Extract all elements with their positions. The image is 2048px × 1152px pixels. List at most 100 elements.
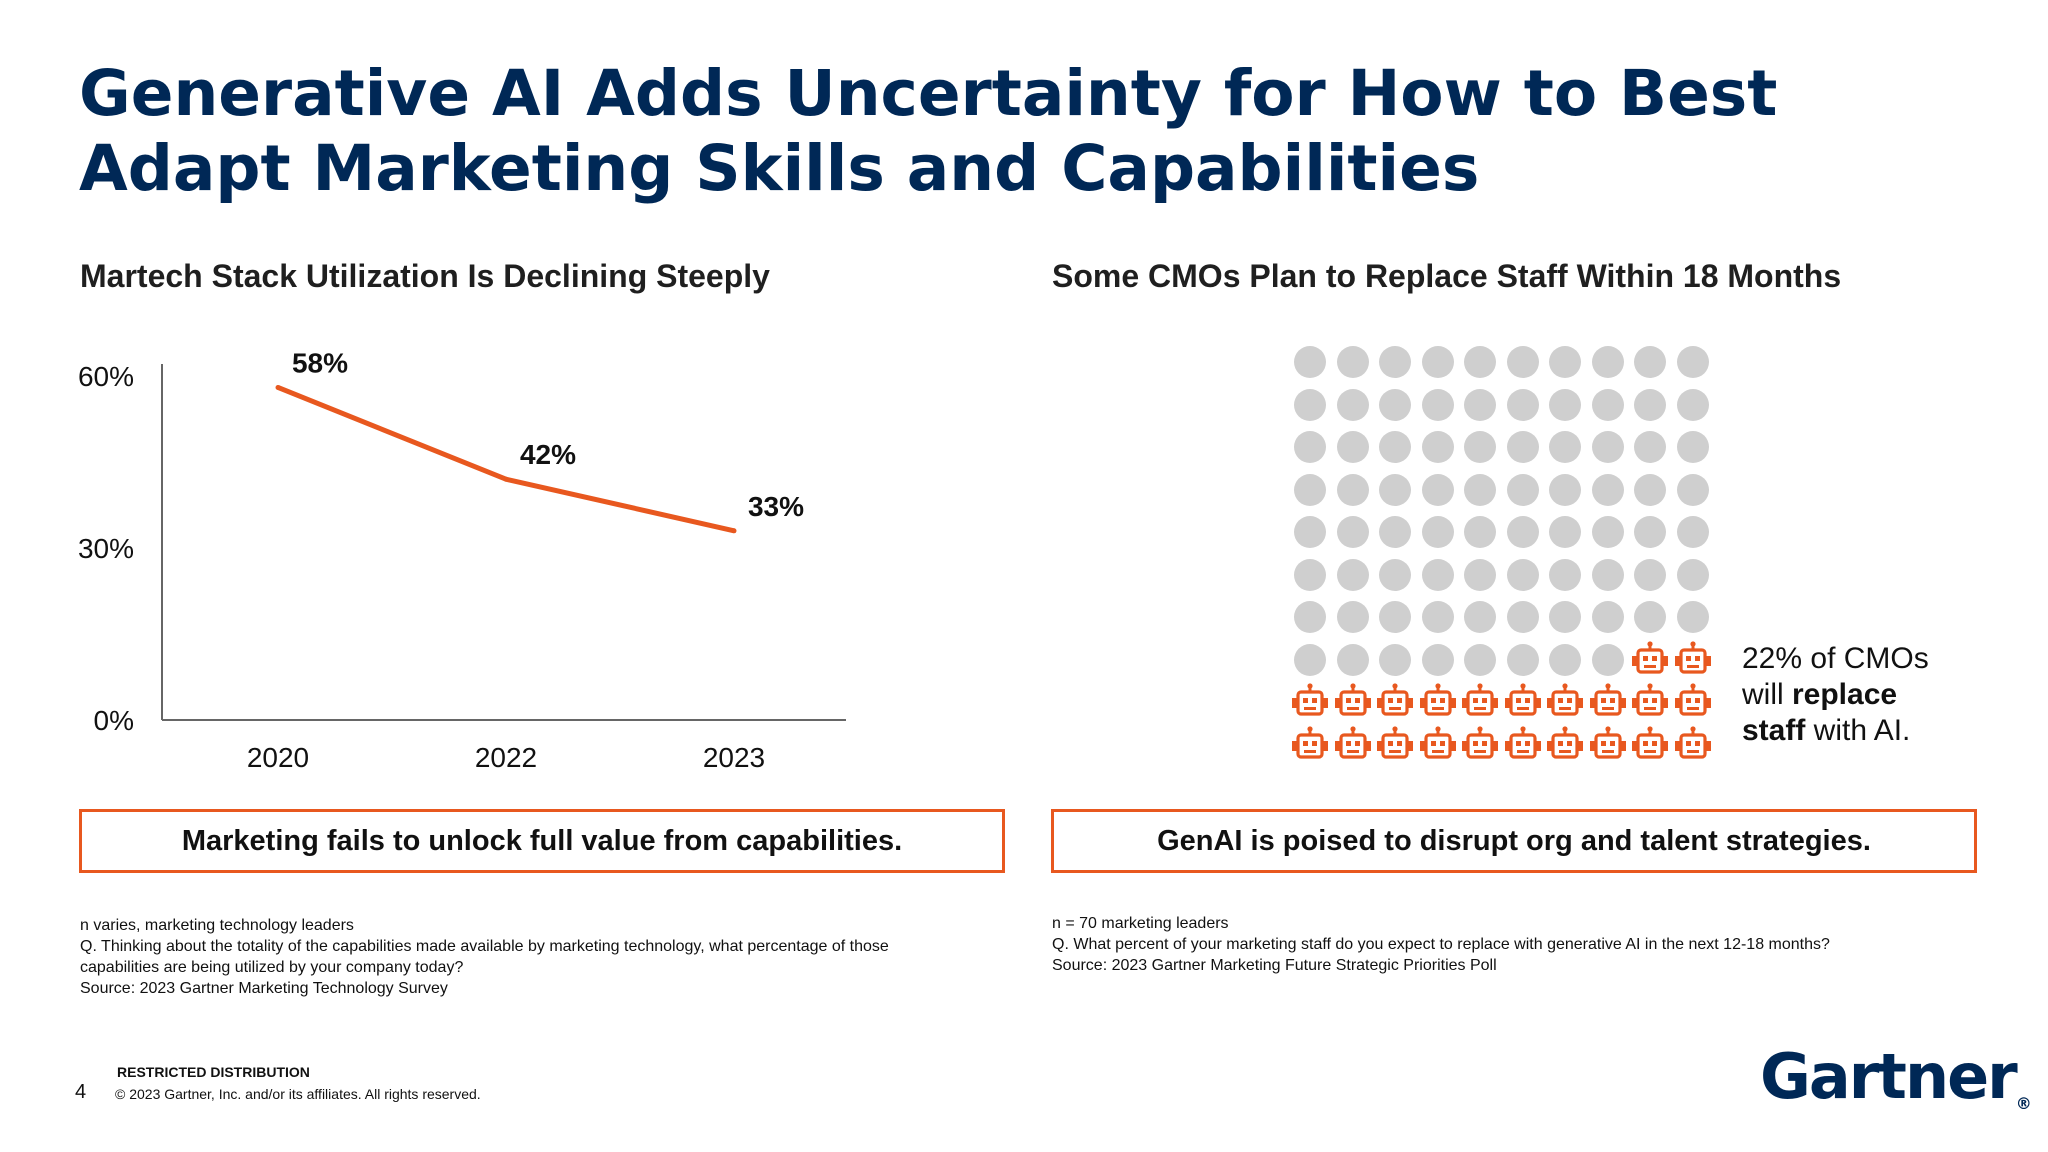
waffle-dot — [1294, 601, 1326, 633]
waffle-dot — [1549, 516, 1581, 548]
waffle-dot — [1591, 601, 1624, 633]
waffle-dot — [1421, 473, 1454, 506]
data-point — [731, 528, 737, 534]
waffle-dot — [1634, 346, 1666, 378]
data-label: 58% — [292, 347, 348, 378]
robot-icon — [1418, 682, 1458, 722]
waffle-dot — [1421, 516, 1454, 548]
robot-icon — [1630, 640, 1670, 680]
chart-labels: 0% 30% 60% 2020 2022 2023 58% 42% 33% — [78, 347, 804, 773]
waffle-dot — [1634, 558, 1666, 591]
robot-icon — [1545, 682, 1585, 722]
waffle-dot — [1336, 516, 1369, 548]
waffle-dot — [1294, 473, 1326, 506]
waffle-dot — [1464, 431, 1496, 463]
waffle-dot — [1294, 516, 1326, 548]
robot-icon — [1673, 682, 1713, 722]
cmo-waffle-chart — [1292, 346, 1734, 766]
waffle-dot — [1464, 388, 1496, 421]
waffle-dot — [1591, 473, 1624, 506]
x-tick-label: 2020 — [247, 742, 309, 773]
waffle-dot — [1506, 558, 1539, 591]
robot-icon — [1630, 725, 1670, 765]
robot-icon — [1588, 682, 1628, 722]
robot-icon — [1588, 725, 1628, 765]
left-panel-subtitle: Martech Stack Utilization Is Declining S… — [80, 258, 770, 294]
right-source-note: n = 70 marketing leaders Q. What percent… — [1052, 913, 1830, 976]
data-point — [503, 476, 509, 482]
waffle-dot — [1506, 346, 1539, 378]
note-line: capabilities are being utilized by your … — [80, 959, 464, 976]
data-point — [275, 384, 281, 390]
waffle-dot — [1336, 431, 1369, 463]
waffle-dot — [1549, 388, 1581, 421]
robot-icon — [1375, 682, 1415, 722]
robot-icon — [1418, 725, 1458, 765]
waffle-dot — [1464, 473, 1496, 506]
waffle-dot — [1421, 431, 1454, 463]
robot-icon — [1630, 682, 1670, 722]
waffle-dot — [1676, 388, 1709, 421]
note-line: Q. What percent of your marketing staff … — [1052, 936, 1830, 953]
copyright-text: © 2023 Gartner, Inc. and/or its affiliat… — [115, 1086, 481, 1102]
waffle-dot — [1379, 558, 1411, 591]
gartner-logo: Gartner® — [1760, 1040, 2032, 1113]
data-label: 42% — [520, 439, 576, 470]
waffle-dot — [1506, 516, 1539, 548]
waffle-dot — [1591, 431, 1624, 463]
chart-series — [275, 384, 737, 534]
data-label: 33% — [748, 491, 804, 522]
waffle-dot — [1506, 388, 1539, 421]
waffle-dot — [1549, 643, 1581, 676]
robot-icon — [1545, 725, 1585, 765]
waffle-dot — [1379, 346, 1411, 378]
utilization-line-chart: 0% 30% 60% 2020 2022 2023 58% 42% 33% — [78, 347, 846, 773]
note-line: n varies, marketing technology leaders — [80, 917, 354, 934]
waffle-dot — [1336, 388, 1369, 421]
page-title: Generative AI Adds Uncertainty for How t… — [79, 56, 1979, 206]
waffle-dot — [1294, 643, 1326, 676]
waffle-dot — [1294, 431, 1326, 463]
page-number: 4 — [75, 1081, 87, 1103]
x-tick-label: 2022 — [475, 742, 537, 773]
robot-icon — [1503, 725, 1543, 765]
waffle-dot — [1634, 473, 1666, 506]
left-source-note: n varies, marketing technology leaders Q… — [80, 915, 889, 999]
waffle-dot — [1591, 643, 1624, 676]
waffle-dot — [1464, 558, 1496, 591]
waffle-dot — [1379, 388, 1411, 421]
waffle-dot — [1421, 346, 1454, 378]
waffle-dot — [1591, 516, 1624, 548]
waffle-dot — [1464, 601, 1496, 633]
waffle-dot — [1634, 601, 1666, 633]
y-tick-label: 60% — [78, 361, 134, 392]
waffle-dot — [1336, 346, 1369, 378]
robot-icon — [1673, 640, 1713, 680]
waffle-dot — [1634, 516, 1666, 548]
right-takeaway-box: GenAI is poised to disrupt org and talen… — [1051, 809, 1977, 873]
waffle-dot — [1676, 473, 1709, 506]
waffle-dot — [1421, 388, 1454, 421]
waffle-dot — [1336, 643, 1369, 676]
restricted-distribution-label: RESTRICTED DISTRIBUTION — [117, 1064, 310, 1080]
robot-icon — [1503, 682, 1543, 722]
robot-icon — [1673, 725, 1713, 765]
waffle-dot — [1379, 601, 1411, 633]
note-line: Source: 2023 Gartner Marketing Future St… — [1052, 957, 1497, 974]
waffle-dot — [1506, 601, 1539, 633]
waffle-dot — [1591, 346, 1624, 378]
waffle-dot — [1506, 473, 1539, 506]
right-panel-subtitle: Some CMOs Plan to Replace Staff Within 1… — [1052, 258, 1842, 294]
note-line: Q. Thinking about the totality of the ca… — [80, 938, 889, 955]
waffle-dot — [1549, 473, 1581, 506]
waffle-dot — [1336, 601, 1369, 633]
waffle-dot — [1379, 473, 1411, 506]
robot-icon — [1460, 725, 1500, 765]
waffle-dot — [1634, 388, 1666, 421]
note-line: n = 70 marketing leaders — [1052, 915, 1229, 932]
waffle-dot — [1506, 431, 1539, 463]
utilization-series-line — [277, 385, 735, 534]
waffle-dot — [1676, 516, 1709, 548]
y-tick-label: 0% — [94, 705, 134, 736]
waffle-dot — [1294, 388, 1326, 421]
